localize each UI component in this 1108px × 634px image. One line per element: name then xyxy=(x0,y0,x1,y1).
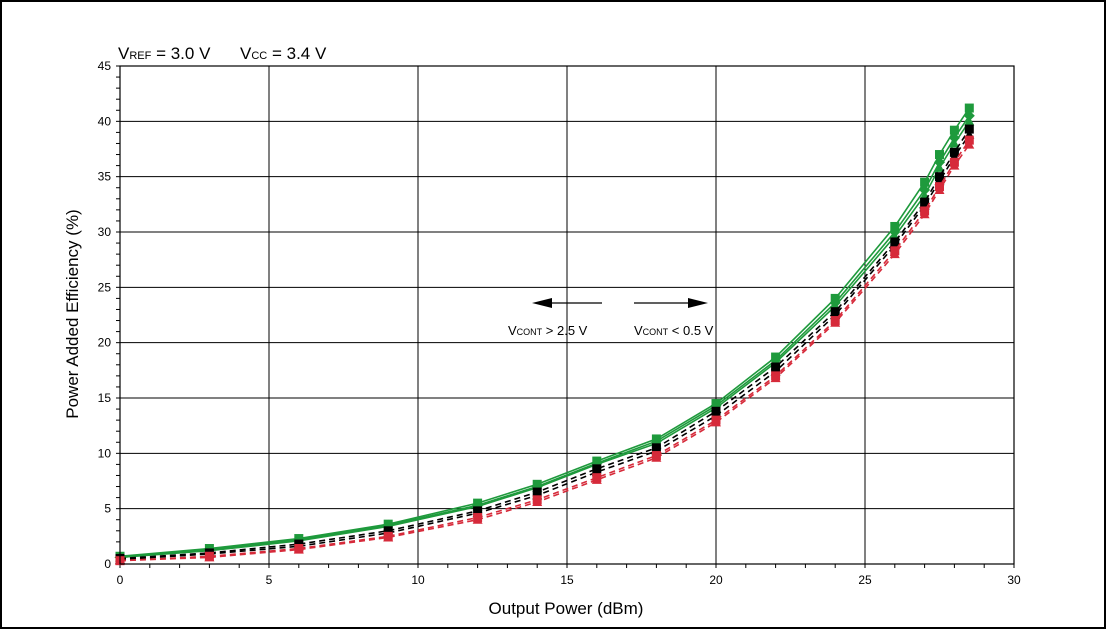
x-tick-label: 20 xyxy=(709,573,723,587)
data-point xyxy=(472,514,483,524)
data-point xyxy=(964,124,974,134)
data-point xyxy=(964,103,974,113)
series-line xyxy=(119,144,970,562)
data-point xyxy=(711,417,721,427)
y-tick-label: 45 xyxy=(98,59,112,73)
data-point xyxy=(935,150,944,160)
x-tick-label: 15 xyxy=(560,573,574,587)
plot-area xyxy=(119,65,1015,565)
series-6 xyxy=(115,139,975,565)
data-point xyxy=(963,110,975,122)
x-tick-label: 5 xyxy=(266,573,273,587)
arrow-left-head xyxy=(532,298,552,308)
series-line xyxy=(119,134,970,561)
data-point xyxy=(532,497,543,507)
data-point xyxy=(890,221,900,231)
data-point xyxy=(934,156,945,168)
y-tick-label: 15 xyxy=(98,391,112,405)
y-axis-title: Power Added Efficiency (%) xyxy=(63,209,82,418)
data-point xyxy=(964,139,975,149)
data-point xyxy=(964,116,975,126)
data-point xyxy=(889,249,900,259)
y-tick-label: 40 xyxy=(98,114,112,128)
data-point xyxy=(770,373,781,383)
data-point xyxy=(919,184,931,196)
data-point xyxy=(293,544,304,554)
x-axis-title: Output Power (dBm) xyxy=(489,599,644,618)
y-tick-label: 35 xyxy=(98,170,112,184)
data-point xyxy=(591,474,602,484)
annotation-right-label: VCONT < 0.5 V xyxy=(634,323,714,338)
y-tick-labels: 0 5 10 15 20 25 30 35 40 45 xyxy=(98,59,112,571)
series-lines xyxy=(114,103,975,566)
data-point xyxy=(204,552,215,562)
series-line xyxy=(119,115,970,559)
y-tick-label: 10 xyxy=(98,446,112,460)
annotation-left-label: VCONT > 2.5 V xyxy=(508,323,588,338)
x-tick-labels: 0 5 10 15 20 25 30 xyxy=(117,573,1021,587)
x-tick-label: 10 xyxy=(411,573,425,587)
data-point xyxy=(383,532,394,542)
y-tick-label: 0 xyxy=(104,557,111,571)
y-tick-label: 20 xyxy=(98,336,112,350)
condition-vref: VREF = 3.0 V xyxy=(118,44,211,63)
y-tick-label: 5 xyxy=(104,502,111,516)
arrow-right-head xyxy=(688,298,708,308)
x-tick-label: 30 xyxy=(1007,573,1021,587)
series-5 xyxy=(115,135,974,566)
y-tick-label: 30 xyxy=(98,225,112,239)
data-point xyxy=(830,317,841,327)
data-point xyxy=(949,160,960,170)
series-line xyxy=(119,107,970,558)
data-point xyxy=(934,162,945,172)
data-point xyxy=(934,184,945,194)
annotation-left: VCONT > 2.5 V xyxy=(508,298,602,338)
series-line xyxy=(119,139,970,562)
x-tick-label: 25 xyxy=(858,573,872,587)
series-2 xyxy=(115,116,975,562)
data-point xyxy=(919,209,930,219)
series-line xyxy=(119,120,970,559)
data-point xyxy=(651,452,662,462)
data-point xyxy=(920,177,930,187)
y-tick-label: 25 xyxy=(98,280,112,294)
annotation-right: VCONT < 0.5 V xyxy=(634,298,714,338)
series-line xyxy=(119,128,970,560)
condition-vcc: VCC = 3.4 V xyxy=(240,44,327,63)
x-tick-label: 0 xyxy=(117,573,124,587)
grid-lines xyxy=(116,65,1015,568)
data-point xyxy=(949,138,960,148)
data-point xyxy=(949,125,959,135)
